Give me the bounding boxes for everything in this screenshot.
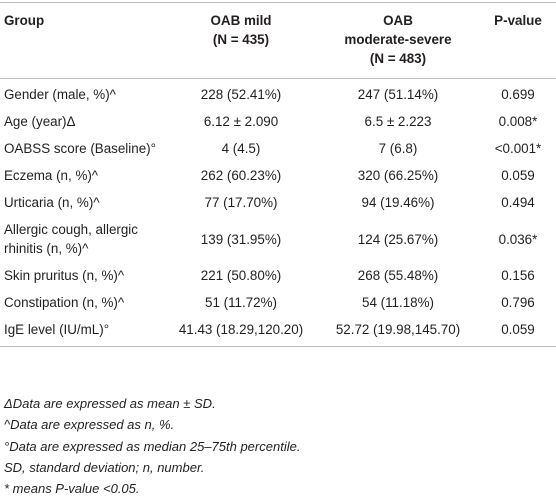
header-line: (N = 435) [212,32,270,47]
cell: 139 (31.95%) [200,231,282,247]
header-cell: P-value [480,2,556,79]
header-cell: OAB mild (N = 435) [166,2,316,79]
cell: 4 (4.5) [221,141,261,156]
row-label: Gender (male, %)^ [4,87,116,102]
header-cell: Group [0,2,166,79]
header-line: Group [4,13,45,28]
row-label: Urticaria (n, %)^ [4,195,100,210]
cell: 6.12 ± 2.090 [203,114,279,129]
cell: 0.008* [498,114,538,129]
table-row: Urticaria (n, %)^ 77 (17.70%) 94 (19.46%) 0… [0,189,556,216]
row-label: Allergic cough, allergic rhinitis (n, %)… [4,222,138,256]
table-header: Group OAB mild (N = 435) OAB moderate-severe… [0,2,556,79]
table-row: IgE level (IU/mL)° 41.43 (18.29,120.20) 52… [0,316,556,347]
row-label: IgE level (IU/mL)° [0,316,166,347]
header-line: OAB [383,13,413,28]
header-row: Group OAB mild (N = 435) OAB moderate-severe… [0,2,556,79]
header-line: OAB mild [210,13,272,28]
cell: 51 (11.72%) [205,295,277,310]
cell: 77 (17.70%) [204,195,278,210]
cell: 247 (51.14%) [357,87,439,102]
table-row: Age (year)Δ 6.12 ± 2.090 6.5 ± 2.223 0.008* [0,108,556,135]
header-line: P-value [494,13,542,28]
cell: 41.43 (18.29,120.20) [166,316,316,347]
footnote: * means P-value <0.05. [4,481,140,497]
cell: 262 (60.23%) [200,168,282,183]
cell: 0.796 [501,295,535,310]
row-label: Constipation (n, %)^ [4,295,125,310]
cell: 0.059 [501,168,535,183]
cell: 221 (50.80%) [200,268,282,283]
cell: 54 (11.18%) [362,295,434,310]
cell: 7 (6.8) [378,141,418,156]
cell: 0.059 [480,316,556,347]
cell: 6.5 ± 2.223 [364,114,432,129]
footnote: SD, standard deviation; n, number. [4,459,205,475]
cell: 268 (55.48%) [357,268,439,283]
footnote: ΔData are expressed as mean ± SD. [4,396,216,411]
cell: 0.494 [501,195,535,210]
table-row: Eczema (n, %)^ 262 (60.23%) 320 (66.25%) 0.… [0,162,556,189]
footnote: ^Data are expressed as n, %. [4,417,175,433]
table-row: Constipation (n, %)^ 51 (11.72%) 54 (11.18… [0,289,556,316]
header-line: moderate-severe [344,32,452,47]
cell: 228 (52.41%) [200,87,282,102]
footnote: °Data are expressed as median 25–75th pe… [4,438,301,454]
header-cell: OAB moderate-severe (N = 483) [316,2,480,79]
cell: 0.699 [501,87,535,102]
cell: 94 (19.46%) [361,195,435,210]
row-label: Skin pruritus (n, %)^ [4,268,125,283]
table-row: Skin pruritus (n, %)^ 221 (50.80%) 268 (55… [0,262,556,289]
row-label: Age (year)Δ [4,114,76,129]
table-row: Gender (male, %)^ 228 (52.41%) 247 (51.14%… [0,79,556,109]
cell: 124 (25.67%) [357,231,439,247]
header-line: (N = 483) [369,51,427,66]
footnotes: ΔData are expressed as mean ± SD. ^Data a… [4,393,300,499]
table-body: Gender (male, %)^ 228 (52.41%) 247 (51.14%… [0,79,556,347]
cell: 52.72 (19.98,145.70) [316,316,480,347]
cell: 0.156 [501,268,535,283]
data-table: Group OAB mild (N = 435) OAB moderate-severe… [0,2,556,347]
row-label: Eczema (n, %)^ [4,168,99,183]
table-row: Allergic cough, allergic rhinitis (n, %)… [0,216,556,262]
table-row: OABSS score (Baseline)° 4 (4.5) 7 (6.8) <0.… [0,135,556,162]
cell: 320 (66.25%) [357,168,439,183]
row-label: OABSS score (Baseline)° [4,141,156,156]
cell: 0.036* [498,231,538,247]
cell: <0.001* [494,141,542,156]
